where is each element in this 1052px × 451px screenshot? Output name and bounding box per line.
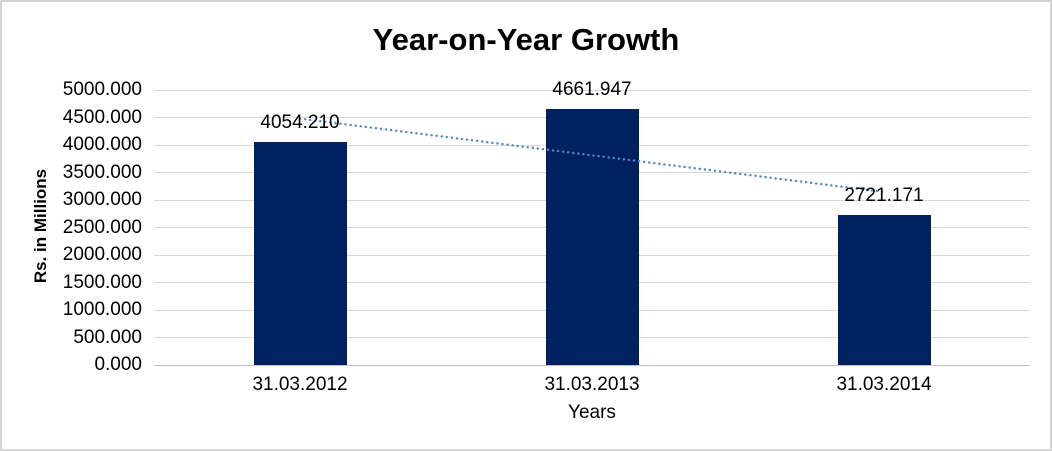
y-tick-label: 2000.000 bbox=[62, 244, 142, 265]
gridline bbox=[154, 89, 1030, 91]
x-tick-label: 31.03.2013 bbox=[544, 374, 640, 395]
y-tick-label: 1000.000 bbox=[62, 299, 142, 320]
bar bbox=[545, 108, 639, 365]
x-axis-title: Years bbox=[568, 402, 616, 423]
data-label: 2721.171 bbox=[844, 185, 924, 207]
y-tick-label: 1500.000 bbox=[62, 271, 142, 293]
y-tick-label: 2500.000 bbox=[62, 216, 142, 238]
y-tick-label: 3000.000 bbox=[62, 189, 142, 210]
y-tick-label: 3500.000 bbox=[62, 161, 142, 183]
data-label: 4054.210 bbox=[260, 112, 340, 134]
y-tick-label: 4000.000 bbox=[62, 134, 142, 155]
y-tick-label: 4500.000 bbox=[62, 106, 142, 128]
bar bbox=[253, 142, 347, 365]
data-label: 4661.947 bbox=[552, 78, 632, 100]
chart-title: Year-on-Year Growth bbox=[372, 22, 680, 57]
x-axis-line bbox=[154, 364, 1030, 366]
x-tick-label: 31.03.2014 bbox=[836, 374, 932, 395]
y-tick-label: 500.000 bbox=[73, 326, 142, 348]
bar bbox=[837, 215, 931, 365]
x-tick-label: 31.03.2012 bbox=[252, 374, 348, 395]
y-tick-label: 0.000 bbox=[94, 354, 142, 375]
y-tick-label: 5000.000 bbox=[62, 79, 142, 100]
